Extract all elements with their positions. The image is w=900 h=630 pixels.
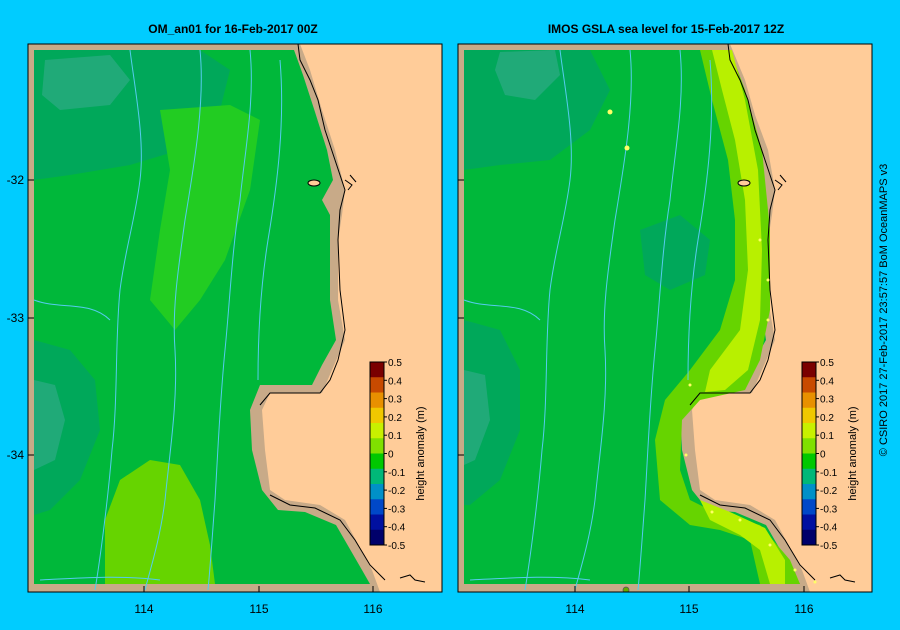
right-colorbar-tick-label: -0.3 xyxy=(820,504,838,515)
lon-label-115-left: 115 xyxy=(249,602,268,616)
right-colorbar-segment xyxy=(802,377,816,393)
left-coastline xyxy=(259,44,346,406)
right-colorbar-segment xyxy=(802,423,816,439)
credit-text: © CSIRO 2017 27-Feb-2017 23:57:57 BoM Oc… xyxy=(878,163,890,457)
left-island xyxy=(307,179,321,187)
left-colorbar-tick-label: 0.5 xyxy=(388,358,402,369)
right-colorbar-segment xyxy=(802,484,816,500)
right-colorbar-tick-label: -0.4 xyxy=(820,523,838,534)
right-colorbar-segment xyxy=(802,468,816,485)
right-coastal-band xyxy=(655,50,800,584)
right-colorbar-segment xyxy=(802,392,816,409)
left-eddy-nw-core xyxy=(42,55,130,110)
right-colorbar-segment xyxy=(802,438,816,454)
right-colorbar-tick-label: -0.5 xyxy=(820,541,838,552)
right-coastal-peak xyxy=(705,50,762,392)
right-island xyxy=(737,179,751,187)
left-colorbar-segment xyxy=(370,468,384,485)
right-eddy-center xyxy=(640,215,710,290)
right-obs-marker-south xyxy=(622,586,630,592)
lat-label-34: -34 xyxy=(7,448,25,462)
left-colorbar-segment xyxy=(370,423,384,439)
lat-axis xyxy=(28,179,464,456)
left-colorbar-segment xyxy=(370,392,384,409)
right-colorbar-tick-label: 0 xyxy=(820,450,826,461)
left-colorbar-segment xyxy=(370,499,384,515)
right-colorbar: 0.5 0.4 0.3 0.2 0.1 0 -0.1 -0.2 -0.3 -0.4 -0.5 heig… xyxy=(801,358,859,552)
right-colorbar-tick-label: -0.2 xyxy=(820,486,838,497)
left-colorbar-tick-label: 0.1 xyxy=(388,431,402,442)
left-colorbar-segment xyxy=(370,377,384,393)
lon-label-114-left: 114 xyxy=(134,602,153,616)
right-colorbar-tick-label: 0.5 xyxy=(820,358,834,369)
left-bathy-contours xyxy=(33,49,283,591)
left-eddy-w-core xyxy=(34,380,65,470)
right-ocean xyxy=(464,50,800,584)
right-obs-markers xyxy=(607,109,817,584)
right-colorbar-segment xyxy=(802,514,816,531)
left-colorbar-tick-label: 0.2 xyxy=(388,413,402,424)
left-colorbar-tick-label: -0.5 xyxy=(388,541,406,552)
right-map-panel xyxy=(458,44,872,592)
lon-axis xyxy=(143,586,805,592)
left-colorbar-segment xyxy=(370,407,384,424)
right-colorbar-tick-label: 0.4 xyxy=(820,376,834,387)
left-colorbar-tick-label: -0.2 xyxy=(388,486,406,497)
right-colorbar-segment xyxy=(802,362,816,378)
right-coastline xyxy=(689,44,776,406)
lon-label-115-right: 115 xyxy=(679,602,698,616)
right-colorbar-tick-label: 0.2 xyxy=(820,413,834,424)
left-colorbar-tick-label: -0.1 xyxy=(388,468,406,479)
left-colorbar-tick-label: -0.4 xyxy=(388,523,406,534)
right-eddy-nw-core xyxy=(495,50,560,100)
left-panel-title: OM_an01 for 16-Feb-2017 00Z xyxy=(148,22,318,36)
left-colorbar-tick-label: -0.3 xyxy=(388,504,406,515)
left-colorbar-label: height anomaly (m) xyxy=(415,406,427,500)
right-sw-coast-band xyxy=(700,500,785,584)
left-colorbar-segment xyxy=(370,484,384,500)
left-colorbar-tick-label: 0.3 xyxy=(388,395,402,406)
lon-label-116-right: 116 xyxy=(794,602,813,616)
left-map-panel xyxy=(28,44,442,592)
lat-label-32: -32 xyxy=(7,173,25,187)
left-colorbar-segment xyxy=(370,453,384,470)
left-anomaly-sw xyxy=(105,460,215,584)
right-colorbar-segment xyxy=(802,407,816,424)
left-colorbar: 0.5 0.4 0.3 0.2 0.1 0 -0.1 -0.2 -0.3 -0.4 -0.5 heig… xyxy=(369,358,427,552)
left-colorbar-segment xyxy=(370,514,384,531)
right-eddy-w-core xyxy=(464,370,490,465)
right-colorbar-tick-label: 0.1 xyxy=(820,431,834,442)
right-colorbar-segment xyxy=(802,453,816,470)
left-colorbar-tick-label: 0.4 xyxy=(388,376,402,387)
right-eddy-w xyxy=(464,320,520,505)
right-colorbar-segment xyxy=(802,499,816,515)
lon-label-114-right: 114 xyxy=(565,602,584,616)
right-colorbar-label: height anomaly (m) xyxy=(847,406,859,500)
right-panel-title: IMOS GSLA sea level for 15-Feb-2017 12Z xyxy=(547,22,785,36)
right-colorbar-tick-label: 0.3 xyxy=(820,395,834,406)
left-colorbar-segment xyxy=(370,438,384,454)
right-colorbar-tick-label: -0.1 xyxy=(820,468,838,479)
lat-label-33: -33 xyxy=(7,311,25,325)
left-colorbar-segment xyxy=(370,529,384,546)
left-colorbar-tick-label: 0 xyxy=(388,450,394,461)
right-colorbar-segment xyxy=(802,529,816,546)
left-ocean xyxy=(34,50,370,584)
left-colorbar-segment xyxy=(370,362,384,378)
lon-label-116-left: 116 xyxy=(363,602,382,616)
left-eddy-w xyxy=(34,340,100,515)
